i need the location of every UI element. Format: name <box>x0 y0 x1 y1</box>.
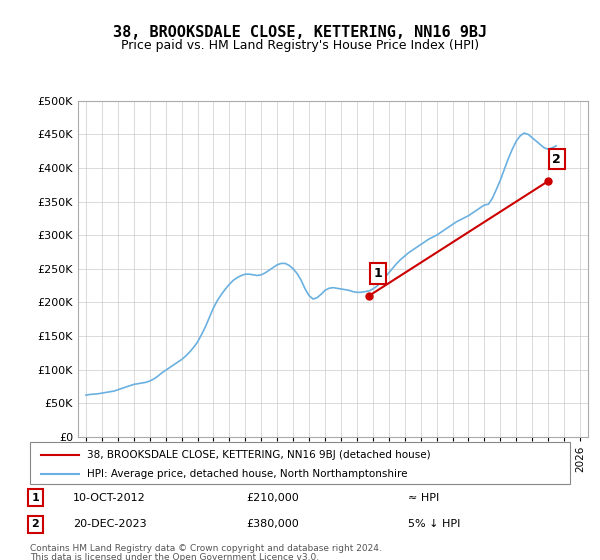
Text: This data is licensed under the Open Government Licence v3.0.: This data is licensed under the Open Gov… <box>30 553 319 560</box>
Text: Contains HM Land Registry data © Crown copyright and database right 2024.: Contains HM Land Registry data © Crown c… <box>30 544 382 553</box>
Text: 10-OCT-2012: 10-OCT-2012 <box>73 493 146 503</box>
Text: 1: 1 <box>374 267 383 280</box>
Text: 5% ↓ HPI: 5% ↓ HPI <box>408 519 460 529</box>
Text: ≈ HPI: ≈ HPI <box>408 493 439 503</box>
Text: Price paid vs. HM Land Registry's House Price Index (HPI): Price paid vs. HM Land Registry's House … <box>121 39 479 52</box>
Text: £210,000: £210,000 <box>246 493 299 503</box>
Text: 1: 1 <box>32 493 39 503</box>
Text: 20-DEC-2023: 20-DEC-2023 <box>73 519 147 529</box>
Text: 38, BROOKSDALE CLOSE, KETTERING, NN16 9BJ (detached house): 38, BROOKSDALE CLOSE, KETTERING, NN16 9B… <box>86 450 430 460</box>
Text: HPI: Average price, detached house, North Northamptonshire: HPI: Average price, detached house, Nort… <box>86 469 407 479</box>
Text: 2: 2 <box>553 153 561 166</box>
FancyBboxPatch shape <box>30 442 570 484</box>
Text: 38, BROOKSDALE CLOSE, KETTERING, NN16 9BJ: 38, BROOKSDALE CLOSE, KETTERING, NN16 9B… <box>113 25 487 40</box>
Text: £380,000: £380,000 <box>246 519 299 529</box>
Text: 2: 2 <box>32 519 39 529</box>
